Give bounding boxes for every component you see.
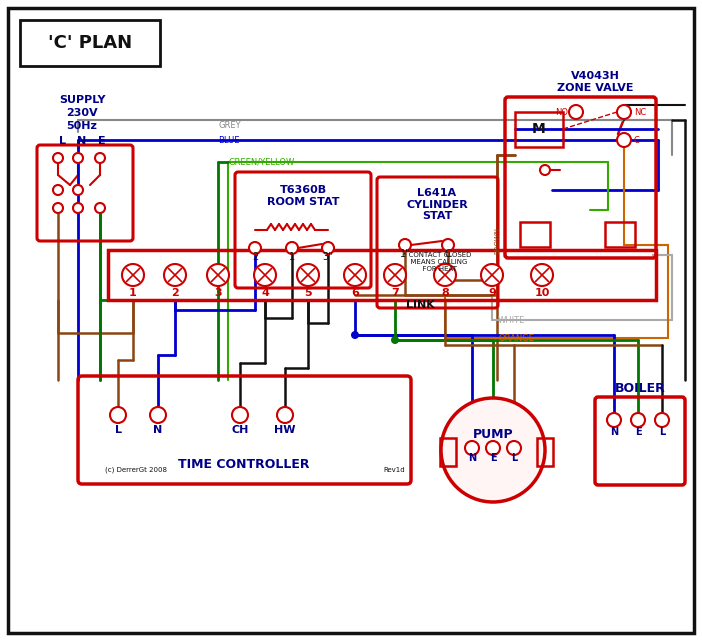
Text: NO: NO xyxy=(555,108,568,117)
Circle shape xyxy=(110,407,126,423)
Bar xyxy=(108,250,656,300)
Circle shape xyxy=(164,264,186,286)
Text: 1: 1 xyxy=(289,252,295,262)
Text: 9: 9 xyxy=(488,288,496,298)
Text: L641A
CYLINDER
STAT: L641A CYLINDER STAT xyxy=(406,188,468,221)
Text: 7: 7 xyxy=(391,288,399,298)
Text: N: N xyxy=(610,427,618,437)
Circle shape xyxy=(286,242,298,254)
Circle shape xyxy=(277,407,293,423)
Text: BLUE: BLUE xyxy=(218,135,239,144)
Text: 'C' PLAN: 'C' PLAN xyxy=(48,34,132,52)
Circle shape xyxy=(465,441,479,455)
Bar xyxy=(520,222,550,247)
Text: SUPPLY
230V
50Hz: SUPPLY 230V 50Hz xyxy=(59,95,105,131)
Text: GREEN/YELLOW: GREEN/YELLOW xyxy=(228,158,294,167)
Text: PUMP: PUMP xyxy=(472,428,513,442)
Text: L: L xyxy=(58,136,65,146)
Text: 1: 1 xyxy=(129,288,137,298)
Circle shape xyxy=(95,203,105,213)
Text: NC: NC xyxy=(634,108,647,117)
Text: 2: 2 xyxy=(252,252,258,262)
Circle shape xyxy=(434,264,456,286)
Circle shape xyxy=(53,153,63,163)
Circle shape xyxy=(73,153,83,163)
Text: 3: 3 xyxy=(214,288,222,298)
Circle shape xyxy=(655,413,669,427)
Circle shape xyxy=(391,336,399,344)
Bar xyxy=(20,20,160,66)
Text: (c) DerrerGt 2008: (c) DerrerGt 2008 xyxy=(105,467,167,473)
Text: L: L xyxy=(659,427,665,437)
Text: L: L xyxy=(114,425,121,435)
Text: N: N xyxy=(153,425,163,435)
Text: BOILER: BOILER xyxy=(615,381,665,394)
Circle shape xyxy=(297,264,319,286)
Circle shape xyxy=(442,239,454,251)
Text: E: E xyxy=(98,136,106,146)
Text: 4: 4 xyxy=(261,288,269,298)
Text: C: C xyxy=(444,249,451,259)
Circle shape xyxy=(617,133,631,147)
Circle shape xyxy=(631,413,645,427)
Text: * CONTACT CLOSED
  MEANS CALLING
  FOR HEAT: * CONTACT CLOSED MEANS CALLING FOR HEAT xyxy=(403,252,471,272)
Text: T6360B
ROOM STAT: T6360B ROOM STAT xyxy=(267,185,339,206)
Text: 6: 6 xyxy=(351,288,359,298)
Text: GREY: GREY xyxy=(218,121,241,129)
Bar xyxy=(440,438,456,466)
Text: N: N xyxy=(77,136,86,146)
Text: CH: CH xyxy=(232,425,249,435)
Circle shape xyxy=(122,264,144,286)
Circle shape xyxy=(207,264,229,286)
Bar xyxy=(515,112,563,147)
Text: HW: HW xyxy=(274,425,296,435)
Circle shape xyxy=(399,239,411,251)
Text: M: M xyxy=(532,122,546,136)
Bar xyxy=(605,222,635,247)
Text: E: E xyxy=(490,453,496,463)
Text: TIME CONTROLLER: TIME CONTROLLER xyxy=(178,458,310,472)
Bar xyxy=(537,438,553,466)
Circle shape xyxy=(531,264,553,286)
Text: E: E xyxy=(635,427,642,437)
Circle shape xyxy=(607,413,621,427)
Text: ORANGE: ORANGE xyxy=(498,333,534,342)
Circle shape xyxy=(232,407,248,423)
Text: V4043H
ZONE VALVE: V4043H ZONE VALVE xyxy=(557,71,633,93)
Text: 3": 3" xyxy=(323,252,333,262)
Text: 1": 1" xyxy=(399,249,410,259)
Circle shape xyxy=(481,264,503,286)
Circle shape xyxy=(384,264,406,286)
Circle shape xyxy=(569,105,583,119)
Circle shape xyxy=(351,331,359,339)
Text: LINK: LINK xyxy=(406,300,435,310)
Circle shape xyxy=(322,242,334,254)
Circle shape xyxy=(73,203,83,213)
Circle shape xyxy=(53,185,63,195)
Circle shape xyxy=(617,105,631,119)
Text: N: N xyxy=(468,453,476,463)
Text: C: C xyxy=(634,135,640,144)
Text: 10: 10 xyxy=(534,288,550,298)
Circle shape xyxy=(150,407,166,423)
Circle shape xyxy=(344,264,366,286)
Circle shape xyxy=(53,203,63,213)
Circle shape xyxy=(95,153,105,163)
Circle shape xyxy=(486,441,500,455)
Text: L: L xyxy=(511,453,517,463)
Text: 8: 8 xyxy=(441,288,449,298)
Text: Rev1d: Rev1d xyxy=(383,467,405,473)
Circle shape xyxy=(441,398,545,502)
Circle shape xyxy=(249,242,261,254)
Text: WHITE: WHITE xyxy=(498,315,525,324)
Circle shape xyxy=(73,185,83,195)
Circle shape xyxy=(254,264,276,286)
Circle shape xyxy=(507,441,521,455)
Circle shape xyxy=(540,165,550,175)
Text: BROWN: BROWN xyxy=(494,226,500,253)
Text: 2: 2 xyxy=(171,288,179,298)
Text: 5: 5 xyxy=(304,288,312,298)
